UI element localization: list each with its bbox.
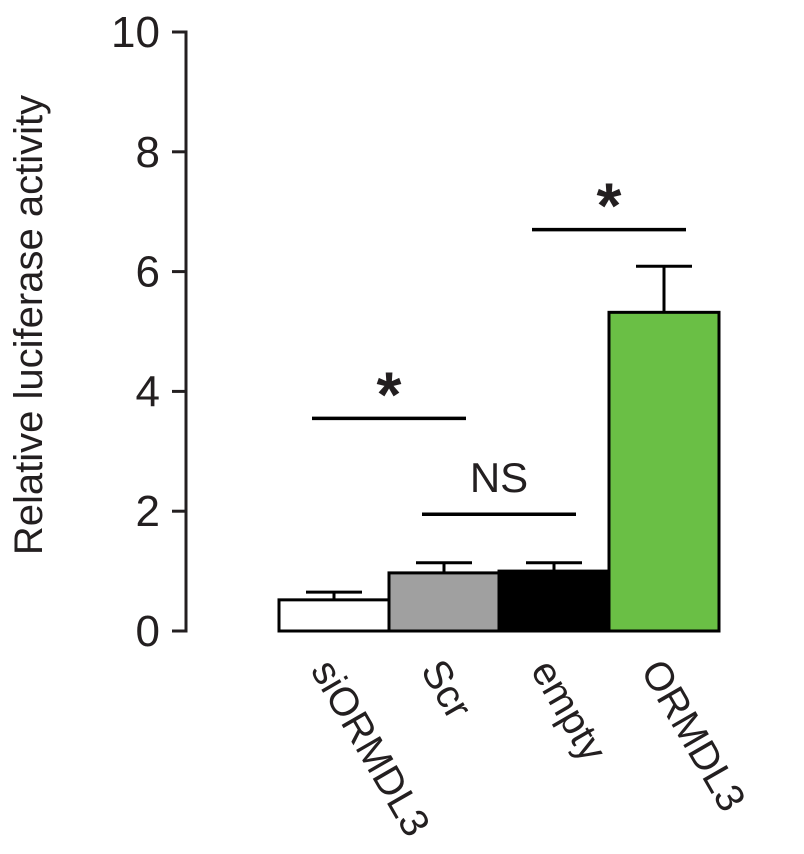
y-tick-label: 4 bbox=[136, 367, 160, 416]
error-bars bbox=[306, 264, 692, 600]
significance-star: * bbox=[597, 170, 622, 242]
bar-empty bbox=[497, 569, 611, 633]
significance-star: * bbox=[377, 358, 402, 430]
y-tick-label: 0 bbox=[136, 607, 160, 656]
y-axis: 0 2 4 6 8 10 bbox=[111, 8, 188, 656]
y-tick-label: 6 bbox=[136, 248, 160, 297]
significance-ns: NS bbox=[470, 454, 528, 501]
y-axis-title: Relative luciferase activity bbox=[7, 95, 51, 555]
category-label: ORMDL3 bbox=[632, 653, 753, 819]
y-tick-label: 2 bbox=[136, 487, 160, 536]
bars bbox=[277, 310, 721, 633]
category-label: Scr bbox=[412, 653, 480, 727]
category-label: empty bbox=[522, 653, 615, 769]
y-tick-label: 10 bbox=[111, 8, 160, 57]
bar-scr bbox=[387, 571, 501, 633]
y-tick-label: 8 bbox=[136, 128, 160, 177]
bar-ormdl3 bbox=[607, 310, 721, 633]
bar-siormdl3 bbox=[277, 598, 391, 633]
significance-annotations: * NS * bbox=[312, 170, 686, 516]
